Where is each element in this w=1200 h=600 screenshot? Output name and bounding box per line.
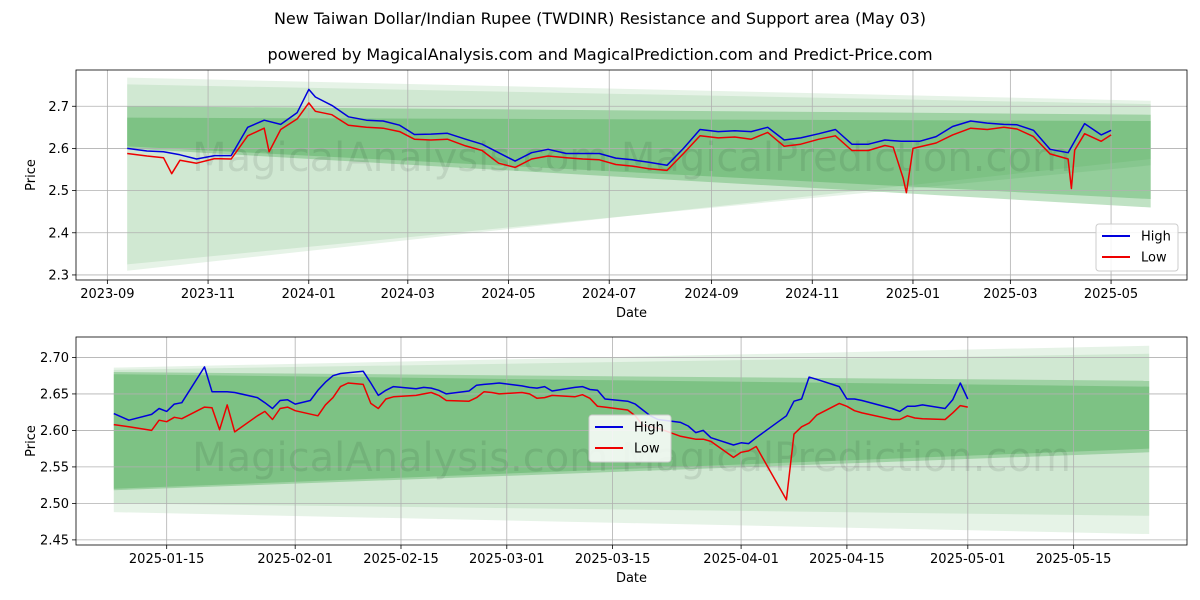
bottom-xtick-label: 2025-05-01: [930, 552, 1006, 567]
bottom-xlabel: Date: [616, 571, 647, 586]
bottom-xtick-label: 2025-05-15: [1036, 552, 1112, 567]
top-band-1: [127, 84, 1151, 265]
top-legend: High Low: [1095, 223, 1179, 272]
top-ytick-label: 2.6: [48, 142, 69, 157]
bottom-ytick-label: 2.70: [40, 351, 69, 366]
top-xtick-label: 2023-09: [80, 287, 134, 302]
bottom-ytick-label: 2.50: [40, 497, 69, 512]
top-series-high: [127, 88, 1112, 167]
top-series-low: [127, 102, 1112, 194]
top-xtick-label: 2025-01: [886, 287, 940, 302]
bottom-ytick-label: 2.65: [40, 387, 69, 402]
bottom-ytick-label: 2.55: [40, 460, 69, 475]
bottom-xtick-label: 2025-02-01: [257, 552, 333, 567]
top-band-3: [127, 117, 1151, 200]
top-axes-frame: [75, 69, 1188, 281]
top-ytick-label: 2.3: [48, 268, 69, 283]
top-ylabel: Price: [24, 159, 39, 191]
top-xtick-label: 2025-05: [1084, 287, 1138, 302]
bottom-series-high: [113, 366, 969, 446]
bottom-ylabel: Price: [24, 425, 39, 457]
chart-subtitle: powered by MagicalAnalysis.com and Magic…: [267, 45, 933, 64]
top-xlabel: Date: [616, 306, 647, 321]
bottom-ytick-label: 2.45: [40, 533, 69, 548]
bottom-xtick-label: 2025-01-15: [129, 552, 205, 567]
bottom-xtick-label: 2025-03-15: [575, 552, 651, 567]
bottom-xtick-label: 2025-04-15: [809, 552, 885, 567]
top-xtick-label: 2024-01: [282, 287, 336, 302]
bottom-xtick-label: 2025-04-01: [703, 552, 779, 567]
chart-title: New Taiwan Dollar/Indian Rupee (TWDINR) …: [273, 9, 927, 28]
top-xtick-label: 2024-11: [785, 287, 839, 302]
bottom-series-low: [113, 382, 968, 501]
top-ytick-label: 2.5: [48, 184, 69, 199]
top-legend-label-high: High: [1141, 230, 1171, 245]
top-xtick-label: 2024-07: [582, 287, 636, 302]
bottom-axes-frame: [75, 336, 1188, 546]
top-ytick-label: 2.7: [48, 100, 69, 115]
bottom-xtick-label: 2025-03-01: [469, 552, 545, 567]
bottom-legend-label-high: High: [634, 421, 664, 436]
bottom-legend: High Low: [588, 414, 672, 463]
top-xtick-label: 2025-03: [983, 287, 1037, 302]
top-xtick-label: 2024-09: [684, 287, 738, 302]
top-xtick-label: 2023-11: [181, 287, 235, 302]
top-band-0: [127, 77, 1151, 271]
top-xtick-label: 2024-03: [381, 287, 435, 302]
top-ytick-label: 2.4: [48, 226, 69, 241]
top-watermark: MagicalAnalysis.com MagicalPrediction.co…: [192, 135, 1071, 181]
top-band-2: [127, 106, 1151, 208]
top-plot-area: MagicalAnalysis.com MagicalPrediction.co…: [76, 70, 1187, 280]
bottom-ytick-label: 2.60: [40, 424, 69, 439]
top-xtick-label: 2024-05: [481, 287, 535, 302]
bottom-legend-label-low: Low: [634, 442, 660, 457]
top-legend-label-low: Low: [1141, 251, 1167, 266]
bottom-xtick-label: 2025-02-15: [363, 552, 439, 567]
